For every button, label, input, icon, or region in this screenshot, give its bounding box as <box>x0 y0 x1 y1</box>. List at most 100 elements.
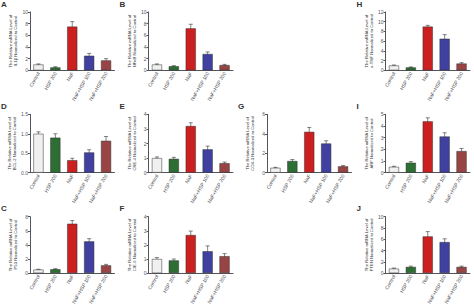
svg-text:3: 3 <box>144 228 147 234</box>
svg-text:I: I <box>357 102 359 111</box>
svg-text:12: 12 <box>378 9 384 15</box>
svg-text:D: D <box>1 102 7 111</box>
svg-text:NaF: NaF <box>420 274 430 285</box>
svg-text:α-TNF Normalized to Control: α-TNF Normalized to Control <box>369 14 374 68</box>
svg-text:COX-3 Normalized to Control: COX-3 Normalized to Control <box>250 116 255 171</box>
svg-text:1.0: 1.0 <box>21 131 28 137</box>
svg-text:ARF Normalized to Control: ARF Normalized to Control <box>369 118 374 168</box>
svg-text:4: 4 <box>144 214 147 220</box>
svg-text:C: C <box>1 204 7 213</box>
svg-text:NaF+HSP 200: NaF+HSP 200 <box>443 173 464 204</box>
svg-text:HSP 200: HSP 200 <box>398 273 413 293</box>
svg-text:2: 2 <box>25 56 28 62</box>
svg-text:0: 0 <box>25 270 28 276</box>
svg-text:2: 2 <box>144 56 147 62</box>
svg-text:NaF+HSP 200: NaF+HSP 200 <box>87 173 108 204</box>
svg-text:0: 0 <box>25 67 28 73</box>
svg-text:6: 6 <box>381 236 384 242</box>
svg-text:NaF: NaF <box>65 71 75 82</box>
svg-text:5: 5 <box>381 111 384 117</box>
svg-text:HSP 200: HSP 200 <box>43 273 58 293</box>
svg-text:NaF+HSP 200: NaF+HSP 200 <box>87 273 108 304</box>
svg-text:1: 1 <box>144 155 147 161</box>
svg-text:HSP 200: HSP 200 <box>161 71 176 91</box>
svg-text:CRE-4 Normalized to Control: CRE-4 Normalized to Control <box>132 116 137 170</box>
svg-text:NaF: NaF <box>183 71 193 82</box>
svg-text:NaF+HSP 200: NaF+HSP 200 <box>206 273 227 304</box>
svg-text:NaF: NaF <box>65 173 75 184</box>
svg-text:4: 4 <box>25 242 28 248</box>
svg-text:6: 6 <box>262 111 265 117</box>
svg-text:B: B <box>120 0 126 9</box>
svg-text:4: 4 <box>381 48 384 54</box>
svg-text:8: 8 <box>144 21 147 27</box>
svg-text:Control: Control <box>146 173 159 190</box>
svg-text:10: 10 <box>378 214 384 220</box>
svg-text:0: 0 <box>262 170 265 176</box>
svg-text:2: 2 <box>262 150 265 156</box>
svg-text:NaF+HSP 200: NaF+HSP 200 <box>206 71 227 102</box>
svg-text:0: 0 <box>144 170 147 176</box>
svg-text:A: A <box>1 0 7 9</box>
svg-text:NaF: NaF <box>420 71 430 82</box>
svg-text:NFκB Normalized to Control: NFκB Normalized to Control <box>132 15 137 67</box>
svg-text:4: 4 <box>144 44 147 50</box>
svg-text:NaF+HSP 200: NaF+HSP 200 <box>443 71 464 102</box>
svg-text:1.5: 1.5 <box>21 111 28 117</box>
svg-text:6: 6 <box>25 32 28 38</box>
svg-text:HSP 200: HSP 200 <box>280 173 295 193</box>
svg-text:4: 4 <box>381 248 384 254</box>
svg-text:HSP 200: HSP 200 <box>43 173 58 193</box>
svg-text:IL1β Normalized to Control: IL1β Normalized to Control <box>13 16 18 66</box>
svg-text:0: 0 <box>381 67 384 73</box>
svg-text:PTEN Normalized to Control: PTEN Normalized to Control <box>369 218 374 271</box>
svg-text:P53 Normalized to Control: P53 Normalized to Control <box>13 220 18 269</box>
svg-text:NaF: NaF <box>183 173 193 184</box>
svg-text:HSP 200: HSP 200 <box>43 71 58 91</box>
svg-text:10: 10 <box>22 9 28 15</box>
svg-text:6: 6 <box>144 32 147 38</box>
svg-text:2: 2 <box>381 146 384 152</box>
svg-text:J: J <box>357 204 361 213</box>
svg-text:HSP 200: HSP 200 <box>398 71 413 91</box>
svg-text:HSP 200: HSP 200 <box>398 173 413 193</box>
svg-text:2: 2 <box>144 141 147 147</box>
svg-text:NaF: NaF <box>183 274 193 285</box>
svg-text:8: 8 <box>25 214 28 220</box>
svg-text:Control: Control <box>28 173 41 190</box>
svg-text:0: 0 <box>144 270 147 276</box>
svg-text:6: 6 <box>381 38 384 44</box>
svg-text:HSP 200: HSP 200 <box>161 273 176 293</box>
svg-text:Control: Control <box>383 173 396 190</box>
svg-text:NaF+HSP 200: NaF+HSP 200 <box>324 173 345 204</box>
svg-text:E: E <box>120 102 126 111</box>
svg-text:8: 8 <box>25 21 28 27</box>
svg-text:NaF+HSP 200: NaF+HSP 200 <box>87 71 108 102</box>
svg-text:Control: Control <box>28 274 41 291</box>
svg-text:Control: Control <box>265 173 278 190</box>
svg-text:4: 4 <box>144 111 147 117</box>
svg-text:HSP 200: HSP 200 <box>161 173 176 193</box>
svg-text:1: 1 <box>381 158 384 164</box>
svg-text:NaF+HSP 200: NaF+HSP 200 <box>206 173 227 204</box>
svg-text:10: 10 <box>141 9 147 15</box>
svg-text:0: 0 <box>381 170 384 176</box>
svg-text:3: 3 <box>381 135 384 141</box>
svg-text:NaF: NaF <box>420 173 430 184</box>
svg-text:Control: Control <box>383 71 396 88</box>
svg-text:8: 8 <box>381 225 384 231</box>
svg-text:2: 2 <box>381 259 384 265</box>
svg-text:CIE-9 Normalized to Control: CIE-9 Normalized to Control <box>132 219 137 271</box>
svg-text:NaF+HSP 200: NaF+HSP 200 <box>443 273 464 304</box>
svg-text:2: 2 <box>25 256 28 262</box>
svg-text:2: 2 <box>381 58 384 64</box>
svg-text:10: 10 <box>378 19 384 25</box>
svg-text:0.0: 0.0 <box>21 170 28 176</box>
svg-text:8: 8 <box>381 28 384 34</box>
svg-text:BCL-2 Normalized to Control: BCL-2 Normalized to Control <box>12 117 17 171</box>
svg-text:Control: Control <box>146 71 159 88</box>
svg-text:0: 0 <box>381 270 384 276</box>
svg-text:H: H <box>357 0 363 9</box>
svg-text:0.5: 0.5 <box>21 150 28 156</box>
svg-text:1: 1 <box>144 256 147 262</box>
